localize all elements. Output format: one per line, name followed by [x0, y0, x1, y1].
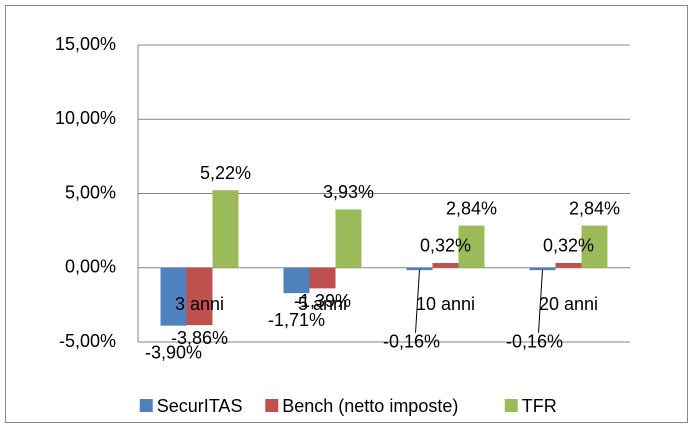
y-tick-label: 15,00%: [55, 34, 116, 54]
bar: [581, 225, 608, 268]
value-label: 3,93%: [323, 182, 374, 202]
value-label: -0,16%: [383, 332, 440, 352]
y-tick-label: -5,00%: [59, 331, 116, 351]
legend-label: Bench (netto imposte): [282, 396, 458, 416]
legend-swatch: [139, 399, 153, 412]
y-tick-label: 5,00%: [65, 182, 116, 202]
value-label: -1,71%: [268, 310, 325, 330]
legend-label: TFR: [522, 396, 557, 416]
bar: [555, 262, 582, 268]
y-tick-label: 10,00%: [55, 108, 116, 128]
bar: [160, 267, 187, 326]
value-label: -3,86%: [171, 328, 228, 348]
value-label: -1,39%: [294, 291, 351, 311]
leader-line: [538, 269, 543, 333]
bar: [283, 267, 310, 294]
y-tick-label: 0,00%: [65, 257, 116, 277]
x-tick-label: 5 anni: [298, 294, 347, 314]
bar: [406, 267, 433, 271]
leader-line: [415, 269, 420, 333]
value-label: 0,32%: [543, 236, 594, 256]
value-label: 2,84%: [446, 198, 497, 218]
legend-label: SecurITAS: [157, 396, 243, 416]
bar: [212, 190, 239, 268]
legend-swatch: [265, 399, 279, 412]
value-label: 5,22%: [200, 163, 251, 183]
bar: [309, 267, 336, 289]
x-tick-label: 3 anni: [175, 294, 224, 314]
value-label: 2,84%: [569, 198, 620, 218]
value-label: -0,16%: [506, 332, 563, 352]
value-label: 0,32%: [420, 236, 471, 256]
x-tick-label: 10 anni: [416, 294, 475, 314]
x-tick-label: 20 anni: [539, 294, 598, 314]
bar: [432, 262, 459, 268]
bar: [186, 267, 213, 326]
bar: [529, 267, 556, 271]
bar: [335, 209, 362, 268]
legend-swatch: [504, 399, 518, 412]
bar: [458, 225, 485, 268]
value-label: -3,90%: [145, 342, 202, 362]
